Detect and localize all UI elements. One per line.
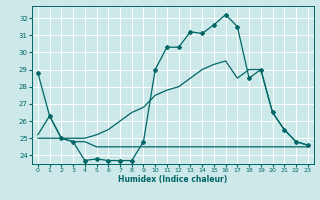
X-axis label: Humidex (Indice chaleur): Humidex (Indice chaleur) — [118, 175, 228, 184]
